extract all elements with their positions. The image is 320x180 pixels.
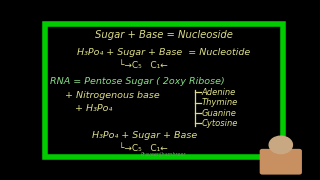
Text: └→C₅   C₁←: └→C₅ C₁← xyxy=(118,61,167,70)
Text: Thymine: Thymine xyxy=(201,98,237,107)
Text: + H₃Po₄: + H₃Po₄ xyxy=(75,104,112,113)
Circle shape xyxy=(269,136,292,154)
Text: H₃Po₄ + Sugar + Base  = Nucleotide: H₃Po₄ + Sugar + Base = Nucleotide xyxy=(77,48,251,57)
Text: PraveenJhambreer: PraveenJhambreer xyxy=(141,152,187,157)
Text: RNA = Pentose Sugar ( 2oxy Ribose): RNA = Pentose Sugar ( 2oxy Ribose) xyxy=(50,77,225,86)
Text: Sugar + Base = Nucleoside: Sugar + Base = Nucleoside xyxy=(95,30,233,40)
FancyBboxPatch shape xyxy=(260,149,302,175)
Text: Adenine: Adenine xyxy=(201,88,236,97)
Text: └→C₅   C₁←: └→C₅ C₁← xyxy=(118,144,167,153)
Text: Cytosine: Cytosine xyxy=(201,119,237,128)
Text: H₃Po₄ + Sugar + Base: H₃Po₄ + Sugar + Base xyxy=(92,131,197,140)
Text: + Nitrogenous base: + Nitrogenous base xyxy=(65,91,160,100)
Text: Guanine: Guanine xyxy=(201,109,236,118)
